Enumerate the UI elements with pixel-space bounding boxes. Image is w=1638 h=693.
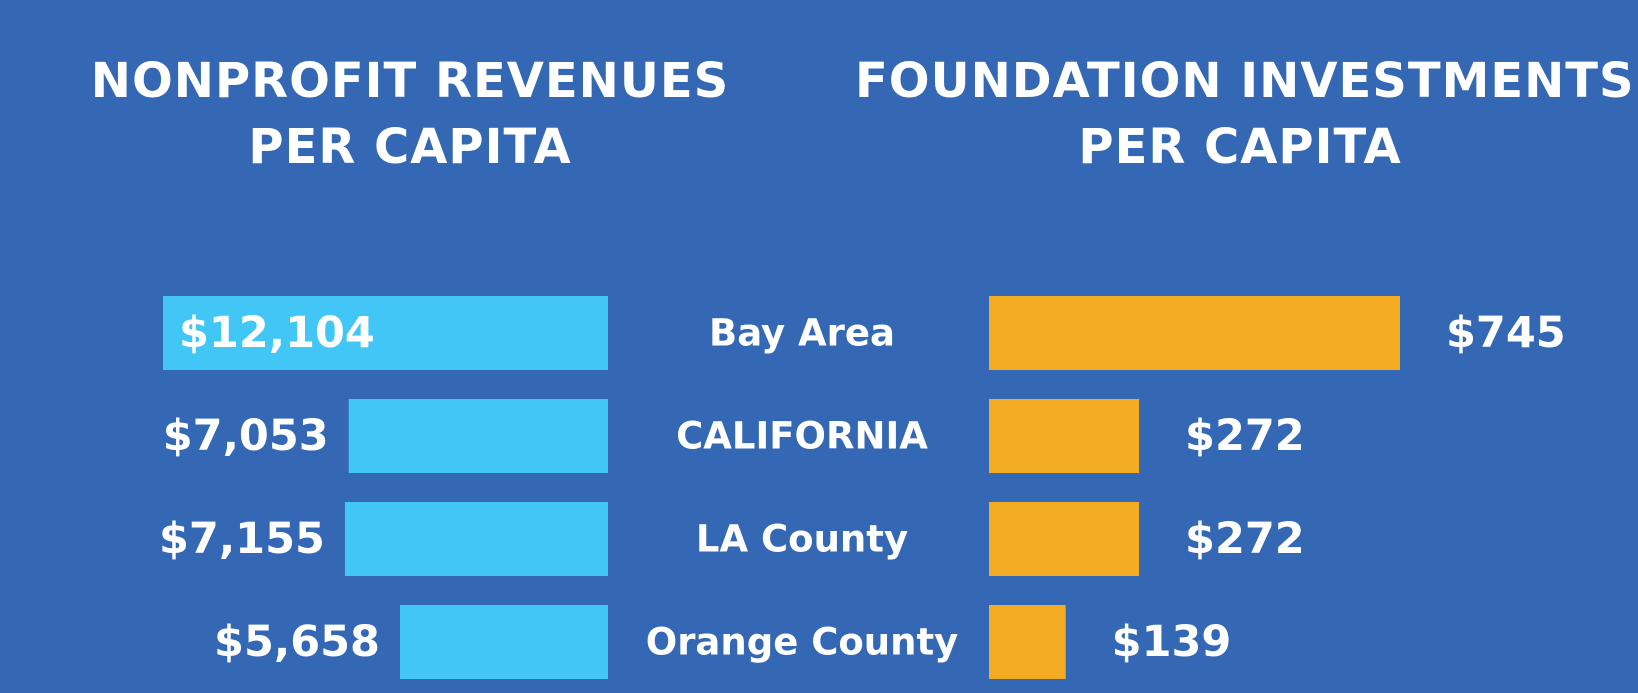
foundation-bar-0: [989, 296, 1400, 370]
nonprofit-value-label-3: $5,658: [214, 617, 380, 667]
nonprofit-revenues-title: NONPROFIT REVENUES PER CAPITA: [70, 48, 750, 180]
foundation-value-label-1: $272: [1185, 411, 1305, 461]
foundation-value-label-3: $139: [1112, 617, 1232, 667]
foundation-bar-1: [989, 399, 1140, 473]
category-label-1: CALIFORNIA: [676, 415, 928, 458]
foundation-value-label-2: $272: [1185, 514, 1305, 564]
foundation-investments-title: FOUNDATION INVESTMENTS PER CAPITA: [855, 48, 1635, 180]
category-label-3: Orange County: [646, 621, 959, 664]
title-right-line-1: FOUNDATION INVESTMENTS: [855, 53, 1635, 109]
title-right-line-2: PER CAPITA: [1078, 119, 1402, 175]
title-left-line-1: NONPROFIT REVENUES: [90, 53, 730, 109]
category-label-2: LA County: [696, 518, 908, 561]
nonprofit-value-label-0: $12,104: [179, 308, 375, 358]
nonprofit-bar-0: [163, 296, 608, 370]
nonprofit-bar-3: [399, 605, 608, 679]
foundation-bar-3: [989, 605, 1066, 679]
nonprofit-value-label-2: $7,155: [159, 514, 325, 564]
foundation-bar-2: [989, 502, 1140, 576]
nonprofit-bar-1: [348, 399, 608, 473]
nonprofit-value-label-1: $7,053: [163, 411, 329, 461]
title-left-line-2: PER CAPITA: [248, 119, 572, 175]
nonprofit-bar-2: [344, 502, 608, 576]
category-label-0: Bay Area: [709, 312, 895, 355]
foundation-value-label-0: $745: [1446, 308, 1566, 358]
